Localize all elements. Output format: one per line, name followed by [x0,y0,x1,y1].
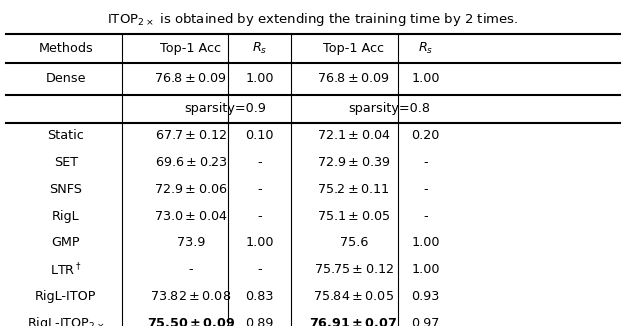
Text: -: - [423,183,428,196]
Text: $73.82 \pm 0.08$: $73.82 \pm 0.08$ [150,290,232,303]
Text: Dense: Dense [46,72,86,85]
Text: Top-1 Acc: Top-1 Acc [323,42,384,55]
Text: $72.9 \pm 0.06$: $72.9 \pm 0.06$ [154,183,228,196]
Text: -: - [257,156,262,169]
Text: $76.8 \pm 0.09$: $76.8 \pm 0.09$ [317,72,390,85]
Text: $69.6 \pm 0.23$: $69.6 \pm 0.23$ [155,156,227,169]
Text: ITOP$_{2\times}$ is obtained by extending the training time by 2 times.: ITOP$_{2\times}$ is obtained by extendin… [107,11,519,28]
Text: $75.84 \pm 0.05$: $75.84 \pm 0.05$ [313,290,394,303]
Text: 1.00: 1.00 [245,72,274,85]
Text: SET: SET [54,156,78,169]
Text: 0.20: 0.20 [411,129,440,142]
Text: -: - [257,183,262,196]
Text: 73.9: 73.9 [177,236,205,249]
Text: -: - [423,156,428,169]
Text: $76.8 \pm 0.09$: $76.8 \pm 0.09$ [155,72,227,85]
Text: 1.00: 1.00 [411,72,440,85]
Text: 0.89: 0.89 [245,317,274,326]
Text: $72.9 \pm 0.39$: $72.9 \pm 0.39$ [317,156,391,169]
Text: RigL-ITOP$_{2\times}$: RigL-ITOP$_{2\times}$ [27,315,105,326]
Text: LTR$^\dagger$: LTR$^\dagger$ [50,261,81,278]
Text: $75.2 \pm 0.11$: $75.2 \pm 0.11$ [317,183,390,196]
Text: 0.97: 0.97 [411,317,440,326]
Text: $72.1 \pm 0.04$: $72.1 \pm 0.04$ [317,129,391,142]
Text: $73.0 \pm 0.04$: $73.0 \pm 0.04$ [154,210,228,223]
Text: 0.10: 0.10 [245,129,274,142]
Text: SNFS: SNFS [49,183,82,196]
Text: 1.00: 1.00 [245,236,274,249]
Text: RigL-ITOP: RigL-ITOP [35,290,96,303]
Text: $R_s$: $R_s$ [418,41,433,56]
Text: $75.75 \pm 0.12$: $75.75 \pm 0.12$ [314,263,394,276]
Text: Top-1 Acc: Top-1 Acc [160,42,222,55]
Text: 0.93: 0.93 [411,290,440,303]
Text: -: - [423,210,428,223]
Text: 0.83: 0.83 [245,290,274,303]
Text: -: - [188,263,193,276]
Text: RigL: RigL [52,210,80,223]
Text: -: - [257,210,262,223]
Text: sparsity=0.8: sparsity=0.8 [349,102,431,115]
Text: sparsity=0.9: sparsity=0.9 [185,102,266,115]
Text: $75.1 \pm 0.05$: $75.1 \pm 0.05$ [317,210,391,223]
Text: Methods: Methods [38,42,93,55]
Text: GMP: GMP [51,236,80,249]
Text: $\mathbf{75.50 \pm 0.09}$: $\mathbf{75.50 \pm 0.09}$ [146,317,235,326]
Text: 75.6: 75.6 [339,236,368,249]
Text: $67.7 \pm 0.12$: $67.7 \pm 0.12$ [155,129,227,142]
Text: 1.00: 1.00 [411,263,440,276]
Text: $\mathbf{76.91 \pm 0.07}$: $\mathbf{76.91 \pm 0.07}$ [309,317,398,326]
Text: Static: Static [48,129,84,142]
Text: 1.00: 1.00 [411,236,440,249]
Text: $R_s$: $R_s$ [252,41,267,56]
Text: -: - [257,263,262,276]
